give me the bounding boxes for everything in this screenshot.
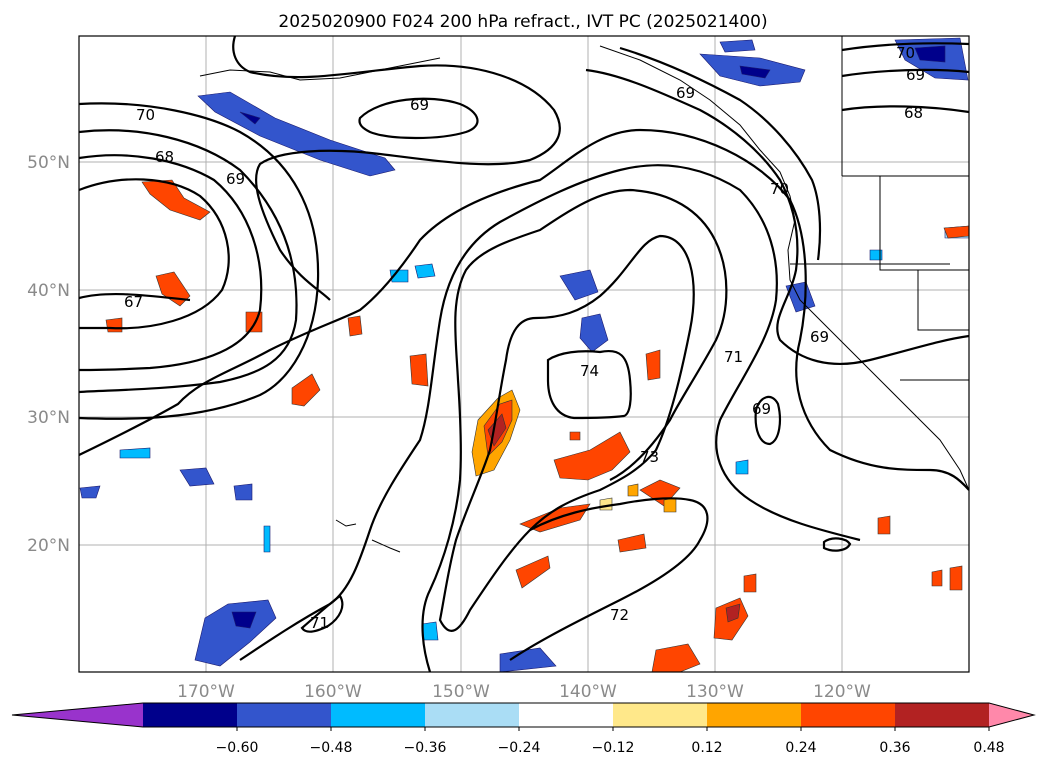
longitude-labels: 170°W 160°W 150°W 140°W 130°W 120°W (177, 682, 871, 702)
gridlines (79, 36, 969, 672)
map-title: 2025020900 F024 200 hPa refract., IVT PC… (278, 12, 767, 32)
lat-label: 30°N (27, 408, 70, 428)
contour-label: 70 (770, 180, 789, 198)
colorbar-tick-label: −0.48 (310, 740, 353, 756)
lon-label: 170°W (177, 682, 235, 702)
lon-label: 120°W (813, 682, 871, 702)
colorbar-tick-label: 0.36 (879, 740, 910, 756)
colorbar-extend-high (989, 703, 1034, 727)
lat-label: 40°N (27, 281, 70, 301)
map-background (79, 36, 969, 672)
contour-label: 69 (410, 96, 429, 114)
contour-label: 73 (640, 448, 659, 466)
negative-ivt-patches (79, 37, 969, 672)
contour-label: 69 (676, 84, 695, 102)
colorbar-segment (519, 703, 614, 727)
colorbar-outline (11, 702, 1036, 728)
contour-label: 69 (226, 170, 245, 188)
colorbar-segment (425, 703, 520, 727)
contour-labels: 70 69 68 69 67 69 70 69 68 70 74 71 69 7… (124, 44, 925, 632)
contour-label: 72 (610, 606, 629, 624)
latitude-labels: 50°N 40°N 30°N 20°N (27, 153, 70, 556)
contour-label: 71 (310, 614, 329, 632)
colorbar-segments (12, 703, 1034, 727)
colorbar-tick-label: 0.24 (785, 740, 816, 756)
contour-label: 67 (124, 293, 143, 311)
colorbar-segment (801, 703, 896, 727)
lon-label: 160°W (304, 682, 362, 702)
colorbar-tick-label: −0.60 (216, 740, 259, 756)
lon-label: 130°W (686, 682, 744, 702)
contour-label: 68 (904, 104, 923, 122)
contour-label: 69 (906, 66, 925, 84)
contour-label: 74 (580, 362, 599, 380)
colorbar: −0.60 −0.48 −0.36 −0.24 −0.12 0.12 0.24 0.36 0.4… (11, 702, 1036, 756)
lon-label: 140°W (559, 682, 617, 702)
colorbar-segment (237, 703, 332, 727)
colorbar-tick-label: −0.24 (498, 740, 541, 756)
colorbar-segment (895, 703, 990, 727)
coastlines (199, 36, 969, 553)
colorbar-segment (331, 703, 426, 727)
contour-label: 70 (136, 106, 155, 124)
map-plot-area: 70 69 68 69 67 69 70 69 68 70 74 71 69 7… (79, 36, 969, 672)
contour-label: 71 (724, 348, 743, 366)
positive-ivt-patches (105, 179, 969, 672)
colorbar-tick-label: −0.12 (592, 740, 635, 756)
colorbar-tick-label: 0.48 (973, 740, 1004, 756)
contour-label: 68 (155, 148, 174, 166)
contour-label: 69 (810, 328, 829, 346)
contour-label: 70 (896, 44, 915, 62)
colorbar-segment (143, 703, 238, 727)
refractivity-contours (79, 36, 969, 672)
lat-label: 50°N (27, 153, 70, 173)
colorbar-segment (613, 703, 708, 727)
colorbar-ticks: −0.60 −0.48 −0.36 −0.24 −0.12 0.12 0.24 0.36 0.4… (216, 727, 1005, 756)
lat-label: 20°N (27, 536, 70, 556)
colorbar-tick-label: 0.12 (691, 740, 722, 756)
contour-label: 69 (752, 400, 771, 418)
lon-label: 150°W (432, 682, 490, 702)
colorbar-tick-label: −0.36 (404, 740, 447, 756)
map-frame (78, 35, 970, 673)
colorbar-segment (707, 703, 802, 727)
colorbar-extend-low (12, 703, 143, 727)
